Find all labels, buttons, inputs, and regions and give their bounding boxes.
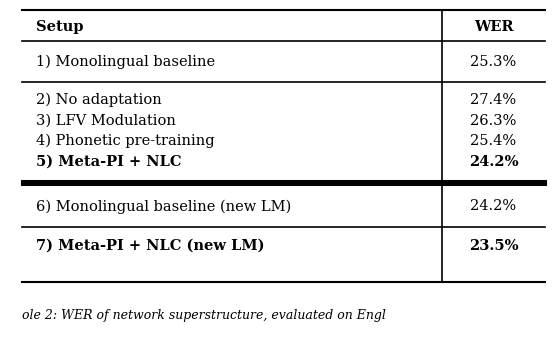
Text: 25.4%: 25.4% (470, 134, 517, 148)
Text: 6) Monolingual baseline (new LM): 6) Monolingual baseline (new LM) (36, 199, 291, 214)
Text: 27.4%: 27.4% (470, 93, 517, 107)
Text: 23.5%: 23.5% (469, 239, 518, 253)
Text: 25.3%: 25.3% (470, 55, 517, 69)
Text: ole 2: WER of network superstructure, evaluated on Engl: ole 2: WER of network superstructure, ev… (22, 309, 386, 322)
Text: 3) LFV Modulation: 3) LFV Modulation (36, 114, 176, 128)
Text: 4) Phonetic pre-training: 4) Phonetic pre-training (36, 134, 215, 148)
Text: Setup: Setup (36, 20, 83, 34)
Text: 26.3%: 26.3% (470, 114, 517, 128)
Text: 24.2%: 24.2% (470, 199, 517, 214)
Text: 24.2%: 24.2% (469, 154, 518, 169)
Text: 7) Meta-PI + NLC (new LM): 7) Meta-PI + NLC (new LM) (36, 239, 265, 253)
Text: 2) No adaptation: 2) No adaptation (36, 93, 162, 107)
Text: 5) Meta-PI + NLC: 5) Meta-PI + NLC (36, 154, 182, 169)
Text: WER: WER (474, 20, 513, 34)
Text: 1) Monolingual baseline: 1) Monolingual baseline (36, 55, 215, 69)
